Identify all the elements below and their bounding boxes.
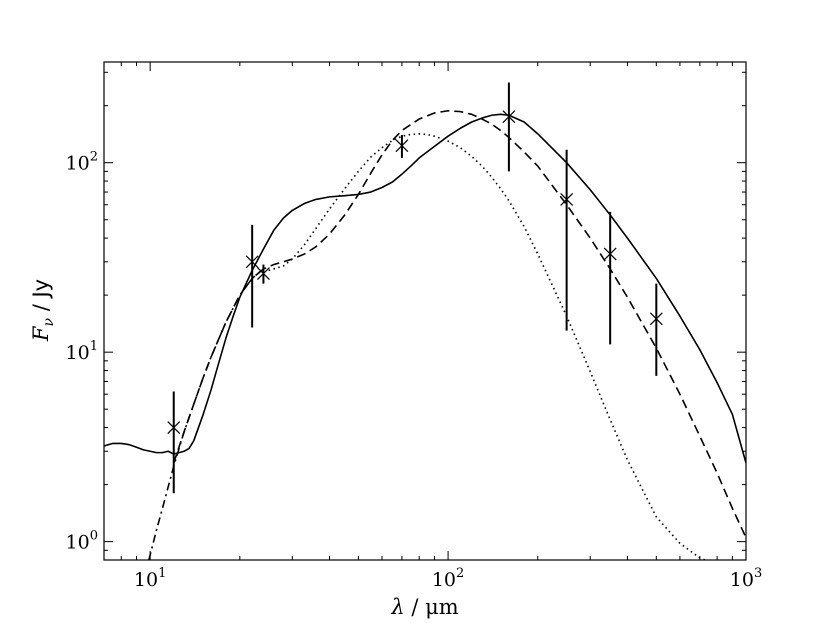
model-curves	[104, 109, 746, 560]
data-point-marker	[502, 110, 516, 124]
observations	[167, 82, 663, 494]
y-axis-label: Fν / Jy	[29, 279, 57, 342]
x-tick-label: 103	[730, 566, 762, 591]
plot-frame	[103, 61, 747, 561]
x-tick-label: 102	[432, 566, 464, 591]
y-tick-label: 102	[66, 150, 98, 175]
model-curve-dashed	[172, 109, 746, 538]
model-curve-dotted	[268, 133, 708, 560]
tick-labels: 101 102 103 100 101 102	[66, 150, 763, 591]
x-axis-label: λ / μm	[390, 595, 458, 619]
data-point-marker	[167, 421, 181, 434]
y-tick-label: 101	[66, 339, 98, 364]
y-tick-label: 100	[66, 529, 98, 554]
model-curve-solid	[104, 113, 746, 464]
data-point-marker	[256, 267, 270, 280]
axis-ticks	[103, 62, 747, 561]
x-tick-label: 101	[134, 566, 166, 591]
data-point-marker	[603, 247, 617, 261]
model-curve-dashdot	[148, 268, 264, 560]
data-point-marker	[560, 192, 574, 206]
data-point-marker	[245, 255, 259, 269]
data-point-marker	[395, 139, 409, 153]
data-point-marker	[649, 312, 663, 326]
